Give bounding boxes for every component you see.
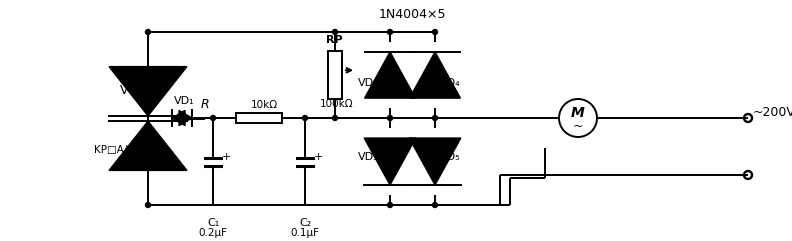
Polygon shape — [109, 121, 187, 170]
Text: 10kΩ: 10kΩ — [250, 100, 277, 110]
Circle shape — [333, 115, 337, 120]
Text: ~200V: ~200V — [753, 107, 792, 120]
Text: VD₅: VD₅ — [440, 152, 460, 161]
Text: M: M — [571, 106, 584, 120]
Circle shape — [146, 202, 150, 208]
Text: VD₄: VD₄ — [440, 78, 461, 88]
Text: KP□A/600V: KP□A/600V — [94, 146, 154, 155]
Circle shape — [432, 202, 437, 208]
Text: RP: RP — [326, 35, 342, 45]
Circle shape — [387, 29, 393, 34]
Polygon shape — [179, 110, 192, 126]
Text: ~: ~ — [573, 120, 583, 133]
Bar — [328, 51, 342, 99]
Polygon shape — [109, 67, 187, 116]
Polygon shape — [172, 110, 185, 126]
Text: 0.1μF: 0.1μF — [291, 228, 319, 238]
Text: C₂: C₂ — [299, 218, 311, 228]
Text: +: + — [314, 152, 322, 161]
Circle shape — [146, 29, 150, 34]
Circle shape — [303, 115, 307, 120]
Text: +: + — [221, 152, 230, 161]
Text: C₁: C₁ — [207, 218, 219, 228]
Text: VD₃: VD₃ — [358, 152, 379, 161]
Circle shape — [211, 115, 215, 120]
Text: 1N4004×5: 1N4004×5 — [379, 8, 446, 21]
Polygon shape — [409, 138, 461, 185]
Bar — [236, 113, 282, 123]
Circle shape — [333, 29, 337, 34]
Text: R: R — [200, 99, 209, 112]
Circle shape — [387, 115, 393, 120]
Circle shape — [432, 29, 437, 34]
Polygon shape — [364, 138, 416, 185]
Text: VD₁: VD₁ — [173, 96, 194, 106]
Polygon shape — [364, 52, 416, 98]
Polygon shape — [409, 52, 460, 98]
Text: 100kΩ: 100kΩ — [320, 99, 354, 109]
Circle shape — [432, 115, 437, 120]
Text: VD₂: VD₂ — [358, 78, 379, 88]
Text: 0.2μF: 0.2μF — [199, 228, 227, 238]
Text: V: V — [120, 84, 128, 97]
Circle shape — [387, 202, 393, 208]
